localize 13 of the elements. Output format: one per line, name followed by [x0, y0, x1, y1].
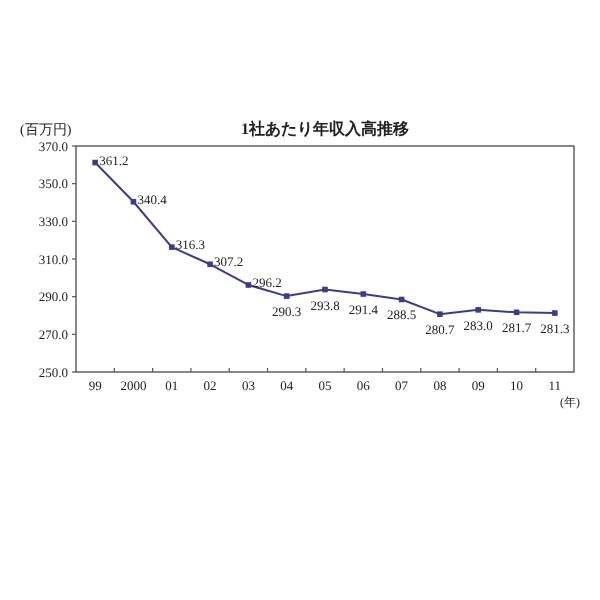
point [475, 307, 482, 313]
point [130, 198, 137, 205]
point [168, 244, 175, 250]
point [552, 310, 558, 316]
chart-title: 1社あたり年収入高推移 [241, 118, 409, 138]
point [207, 261, 213, 268]
point [283, 293, 290, 299]
point [245, 282, 252, 288]
line-series [92, 159, 558, 317]
point [360, 291, 367, 297]
point [92, 159, 98, 166]
point [322, 286, 328, 293]
point [513, 309, 520, 316]
